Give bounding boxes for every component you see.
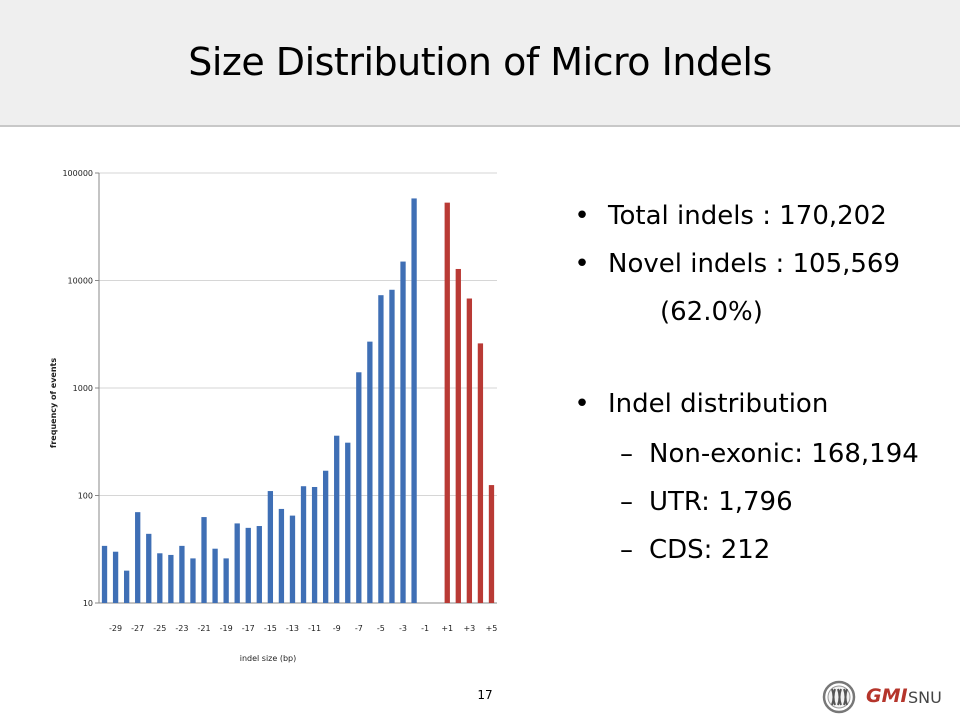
x-tick-label: -27 [131, 624, 144, 633]
x-tick-label: -3 [399, 624, 407, 633]
logo-snu-text: SNU [908, 688, 942, 707]
x-tick-label: -1 [421, 624, 429, 633]
bar-insertions-+4 [477, 343, 484, 603]
x-tick-label: -11 [308, 624, 321, 633]
bar-deletions--20 [212, 548, 218, 603]
y-tick-label: 1000 [73, 384, 93, 393]
bar-deletions--10 [322, 470, 329, 603]
x-tick-label: +1 [441, 624, 453, 633]
bar-deletions--3 [400, 261, 406, 603]
chromosome-icon [822, 680, 856, 714]
x-tick-label: -21 [197, 624, 210, 633]
bullet-distribution-text: Indel distribution [608, 389, 829, 419]
bullet-total-text: Total indels : 170,202 [608, 201, 887, 231]
bar-deletions--30 [101, 545, 108, 603]
x-tick-label: -13 [286, 624, 299, 633]
y-tick-label: 10 [83, 599, 93, 608]
title-band [0, 0, 960, 127]
bar-deletions--18 [234, 523, 240, 603]
bullet-dot: • [574, 249, 590, 279]
bar-deletions--7 [356, 372, 362, 603]
bullet-dot: • [574, 201, 590, 231]
x-tick-label: -23 [175, 624, 188, 633]
bar-deletions--6 [367, 341, 373, 603]
gmi-snu-logo: GMI SNU [822, 680, 952, 714]
bar-insertions-+1 [444, 202, 450, 603]
logo-gmi-text: GMI [866, 685, 908, 707]
novel-percent: (62.0%) [660, 297, 763, 327]
bar-deletions--19 [223, 558, 229, 603]
x-tick-label: -25 [153, 624, 166, 633]
bar-deletions--15 [267, 491, 274, 603]
bar-deletions--11 [311, 486, 318, 603]
bar-deletions--16 [256, 526, 262, 603]
sub-item-utr: – UTR: 1,796 [572, 480, 952, 528]
x-tick-label: -17 [242, 624, 255, 633]
bar-deletions--24 [168, 554, 174, 603]
bar-deletions--13 [289, 515, 296, 603]
bullet-total-indels: • Total indels : 170,202 [572, 196, 952, 244]
bar-deletions--8 [345, 442, 351, 603]
bar-deletions--28 [123, 570, 130, 603]
x-tick-label: +5 [486, 624, 498, 633]
bullet-dot: • [574, 389, 590, 419]
sub-item-text: CDS: 212 [649, 535, 771, 565]
bar-deletions--26 [146, 533, 152, 603]
bar-deletions--4 [389, 289, 395, 603]
bar-deletions--22 [190, 558, 196, 603]
bar-insertions-+2 [455, 268, 461, 603]
bar-deletions--25 [157, 553, 163, 603]
x-tick-label: -29 [109, 624, 122, 633]
bar-deletions--12 [300, 486, 307, 603]
slide-title: Size Distribution of Micro Indels [188, 40, 772, 84]
bullet-novel-text: Novel indels : 105,569 [608, 249, 901, 279]
sub-item-text: UTR: 1,796 [649, 487, 793, 517]
page-number: 17 [477, 688, 493, 702]
x-axis-label: indel size (bp) [240, 654, 297, 663]
bar-deletions--2 [411, 198, 417, 603]
bullet-list: • Total indels : 170,202 • Novel indels … [572, 196, 952, 576]
bar-deletions--21 [201, 517, 207, 603]
bullet-novel-indels: • Novel indels : 105,569 [572, 244, 952, 292]
sub-item-non-exonic: – Non-exonic: 168,194 [572, 432, 952, 480]
x-tick-label: +3 [463, 624, 475, 633]
bar-deletions--14 [278, 508, 285, 603]
bar-insertions-+5 [488, 485, 495, 603]
dash-marker: – [620, 439, 633, 469]
bar-deletions--17 [245, 527, 251, 603]
y-axis-label: frequency of events [49, 358, 58, 448]
bar-insertions-+3 [466, 298, 473, 603]
y-tick-label: 100000 [62, 169, 93, 178]
bullet-indel-distribution: • Indel distribution [572, 384, 952, 432]
dash-marker: – [620, 535, 633, 565]
sub-item-cds: – CDS: 212 [572, 528, 952, 576]
x-tick-label: -5 [377, 624, 385, 633]
x-tick-label: -15 [264, 624, 277, 633]
bar-deletions--5 [378, 295, 384, 603]
bar-deletions--23 [179, 545, 185, 603]
bar-deletions--29 [112, 551, 119, 603]
y-tick-label: 10000 [68, 277, 93, 286]
y-tick-label: 100 [78, 492, 93, 501]
bar-chart: 10 100 1000 10000 100000 -29 -27 -25 -23 -21 -19 -1… [49, 169, 498, 663]
dash-marker: – [620, 487, 633, 517]
bar-deletions--27 [135, 512, 141, 603]
sub-item-text: Non-exonic: 168,194 [649, 439, 919, 469]
x-tick-label: -19 [220, 624, 233, 633]
x-tick-label: -9 [333, 624, 341, 633]
x-tick-label: -7 [355, 624, 363, 633]
bar-deletions--9 [334, 435, 340, 603]
